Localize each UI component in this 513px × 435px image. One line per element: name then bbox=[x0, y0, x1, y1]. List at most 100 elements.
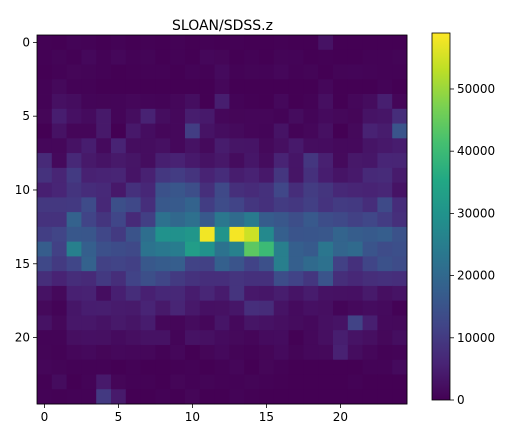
heatmap-cell bbox=[81, 359, 97, 375]
heatmap-cell bbox=[81, 197, 97, 213]
heatmap-cell bbox=[96, 123, 112, 139]
heatmap-cell bbox=[140, 330, 156, 346]
heatmap-cell bbox=[259, 344, 275, 361]
heatmap-cell bbox=[37, 212, 53, 228]
heatmap-cell bbox=[392, 167, 408, 183]
heatmap-cell bbox=[303, 94, 319, 110]
heatmap-cell bbox=[259, 49, 275, 65]
heatmap-cell bbox=[37, 330, 53, 346]
heatmap-cell bbox=[288, 182, 304, 198]
heatmap-cell bbox=[303, 389, 319, 405]
heatmap-cell bbox=[273, 64, 289, 80]
heatmap-cell bbox=[392, 359, 408, 375]
heatmap-cell bbox=[170, 138, 186, 154]
heatmap-cell bbox=[229, 49, 245, 65]
heatmap-cell bbox=[185, 374, 201, 390]
heatmap-cell bbox=[199, 79, 215, 95]
heatmap-cell bbox=[273, 182, 289, 198]
heatmap-cell bbox=[199, 153, 215, 169]
heatmap-cell bbox=[362, 344, 378, 361]
heatmap-cell bbox=[185, 300, 201, 316]
x-tick-label: 10 bbox=[185, 410, 200, 424]
heatmap-cell bbox=[155, 389, 171, 405]
heatmap-cell bbox=[229, 64, 245, 80]
heatmap-cell bbox=[362, 153, 378, 169]
heatmap-cell bbox=[333, 49, 349, 65]
heatmap-cell bbox=[66, 241, 82, 257]
heatmap-cell bbox=[51, 167, 67, 183]
heatmap-cell bbox=[273, 389, 289, 405]
heatmap-cell bbox=[244, 344, 260, 361]
heatmap-cell bbox=[318, 79, 334, 95]
heatmap-cell bbox=[125, 182, 141, 198]
heatmap-cell bbox=[318, 241, 334, 257]
heatmap-cell bbox=[333, 374, 349, 390]
heatmap-cell bbox=[377, 374, 393, 390]
heatmap-cell bbox=[244, 197, 260, 213]
heatmap-cell bbox=[318, 167, 334, 183]
heatmap-cell bbox=[155, 271, 171, 287]
heatmap-cell bbox=[377, 35, 393, 51]
heatmap-cell bbox=[214, 108, 230, 124]
heatmap-cell bbox=[288, 285, 304, 302]
heatmap-cell bbox=[377, 167, 393, 183]
heatmap-cell bbox=[125, 108, 141, 124]
heatmap-cell bbox=[229, 212, 245, 228]
heatmap-cell bbox=[362, 389, 378, 405]
heatmap-cell bbox=[303, 241, 319, 257]
heatmap-cell bbox=[37, 359, 53, 375]
heatmap-cell bbox=[303, 374, 319, 390]
heatmap-cell bbox=[362, 79, 378, 95]
heatmap-cell bbox=[66, 389, 82, 405]
heatmap-cell bbox=[111, 374, 127, 390]
heatmap-cell bbox=[111, 241, 127, 257]
heatmap-cell bbox=[155, 226, 171, 243]
heatmap-cell bbox=[392, 182, 408, 198]
heatmap-cell bbox=[259, 138, 275, 154]
heatmap-cell bbox=[185, 64, 201, 80]
heatmap-cell bbox=[318, 374, 334, 390]
heatmap-cell bbox=[377, 49, 393, 65]
heatmap-cell bbox=[111, 300, 127, 316]
heatmap-cell bbox=[288, 359, 304, 375]
heatmap-cell bbox=[37, 108, 53, 124]
heatmap-cell bbox=[185, 108, 201, 124]
heatmap-cell bbox=[229, 94, 245, 110]
heatmap-cell bbox=[96, 241, 112, 257]
heatmap-cell bbox=[318, 49, 334, 65]
heatmap-cell bbox=[288, 300, 304, 316]
heatmap-cell bbox=[318, 182, 334, 198]
heatmap-cell bbox=[244, 256, 260, 272]
heatmap-cell bbox=[199, 49, 215, 65]
heatmap-cell bbox=[51, 256, 67, 272]
heatmap-cell bbox=[155, 330, 171, 346]
heatmap-cell bbox=[273, 344, 289, 361]
heatmap-cell bbox=[392, 241, 408, 257]
heatmap-cell bbox=[347, 374, 363, 390]
heatmap-cell bbox=[96, 212, 112, 228]
heatmap-cell bbox=[229, 330, 245, 346]
heatmap-cell bbox=[199, 212, 215, 228]
heatmap-cell bbox=[214, 389, 230, 405]
heatmap-cell bbox=[229, 79, 245, 95]
heatmap-cell bbox=[37, 300, 53, 316]
heatmap-cell bbox=[362, 212, 378, 228]
heatmap-cell bbox=[199, 285, 215, 302]
heatmap-cell bbox=[66, 138, 82, 154]
heatmap-cell bbox=[362, 374, 378, 390]
heatmap-cell bbox=[244, 226, 260, 243]
y-tick-label: 0 bbox=[22, 35, 30, 49]
heatmap-cell bbox=[51, 359, 67, 375]
heatmap-cell bbox=[273, 35, 289, 51]
heatmap-cell bbox=[96, 344, 112, 361]
heatmap-cell bbox=[140, 285, 156, 302]
heatmap-cell bbox=[377, 315, 393, 331]
heatmap-cell bbox=[170, 94, 186, 110]
heatmap-cell bbox=[333, 94, 349, 110]
heatmap-cell bbox=[51, 212, 67, 228]
heatmap-cell bbox=[259, 285, 275, 302]
heatmap-cell bbox=[273, 226, 289, 243]
heatmap-cell bbox=[140, 271, 156, 287]
heatmap-cell bbox=[125, 94, 141, 110]
heatmap-cell bbox=[214, 359, 230, 375]
